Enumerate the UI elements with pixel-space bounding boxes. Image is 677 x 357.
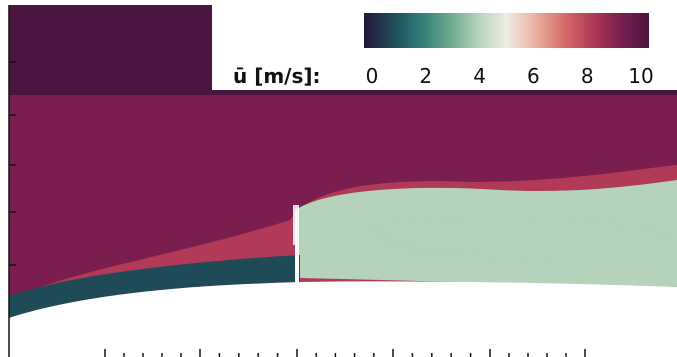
contour-field bbox=[9, 5, 677, 318]
zone-upper-streak bbox=[9, 5, 212, 80]
terrain-hill bbox=[9, 281, 677, 357]
zone-near-wall bbox=[9, 255, 300, 318]
colorbar-tick-label: 4 bbox=[473, 64, 486, 88]
x-axis bbox=[104, 349, 586, 357]
zone-wake-core bbox=[360, 217, 677, 262]
colorbar-gradient bbox=[364, 13, 649, 48]
colorbar-tick-label: 10 bbox=[628, 64, 653, 88]
colorbar-tick-label: 6 bbox=[527, 64, 540, 88]
turbine-tower bbox=[295, 212, 299, 282]
colorbar-ticks: 0 2 4 6 8 10 bbox=[366, 64, 654, 88]
colorbar-title: ū [m/s]: bbox=[233, 64, 321, 88]
colorbar-tick-label: 0 bbox=[366, 64, 379, 88]
colorbar-tick-label: 2 bbox=[419, 64, 432, 88]
turbine bbox=[293, 205, 299, 282]
colorbar-tick-label: 8 bbox=[581, 64, 594, 88]
turbine-rotor bbox=[293, 205, 299, 245]
y-axis bbox=[8, 5, 16, 357]
